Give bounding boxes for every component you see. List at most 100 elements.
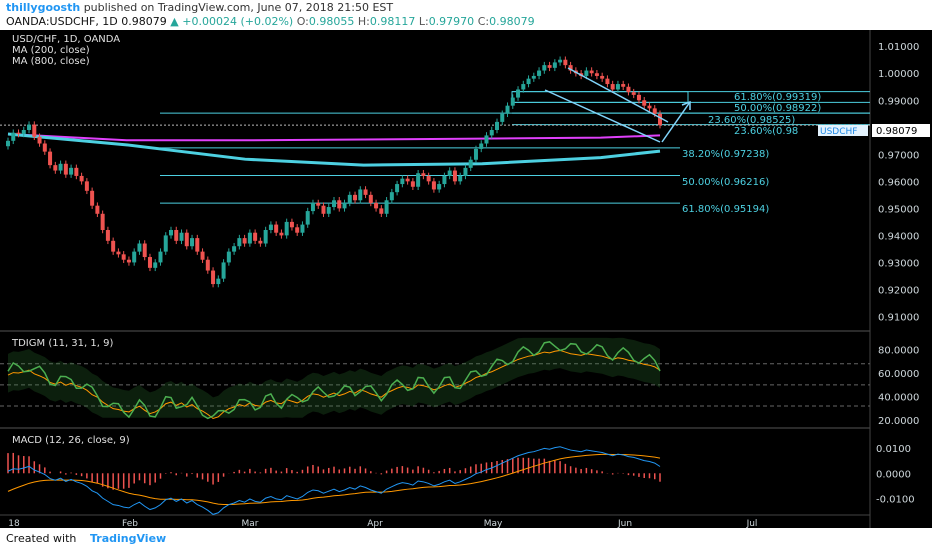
tdigm-tick-label: 40.0000 (878, 393, 919, 404)
tdigm-pane: 80.0000 60.0000 40.0000 20.0000 (0, 337, 919, 427)
candle-body (342, 202, 347, 209)
candle-body (610, 84, 615, 90)
tdigm-tick-label: 60.0000 (878, 369, 919, 380)
main-title: USD/CHF, 1D, OANDA (12, 34, 120, 45)
candle-body (179, 232, 184, 241)
publish-line: thillygoosth published on TradingView.co… (6, 1, 393, 14)
fib-label: 23.60%(0.98 (734, 126, 798, 137)
candle-body (558, 59, 563, 63)
candle-body (531, 75, 536, 79)
symbol-label: OANDA:USDCHF, 1D (6, 15, 118, 28)
candle-body (21, 130, 26, 135)
candle-body (221, 262, 226, 279)
fib-label: 38.20%(0.97238) (682, 149, 769, 160)
candle-body (552, 62, 557, 68)
candle-body (642, 100, 647, 106)
candle-body (458, 175, 463, 182)
macd-title: MACD (12, 26, close, 9) (12, 435, 130, 446)
candle-body (374, 202, 379, 209)
candle-body (516, 89, 521, 98)
macd-signal-line (7, 453, 661, 506)
price-tick-label: 0.96000 (878, 177, 919, 188)
candle-body (48, 151, 53, 166)
candle-body (353, 194, 358, 201)
candle-body (111, 240, 116, 252)
candle-body (53, 165, 58, 171)
macd-tick-label: 0.0000 (876, 469, 911, 480)
candle-body (463, 167, 468, 176)
time-axis: 18 Feb Mar Apr May Jun Jul (8, 519, 757, 528)
last-price: 0.98079 (121, 15, 167, 28)
candle-body (169, 230, 173, 236)
channel-line-upper (567, 67, 669, 123)
candle-body (200, 251, 205, 260)
candle-body (636, 94, 641, 101)
candle-body (242, 238, 247, 244)
author-link[interactable]: thillygoosth (6, 1, 81, 14)
candle-body (431, 181, 436, 190)
candle-body (105, 230, 110, 241)
candle-body (621, 84, 626, 87)
price-tick-label: 0.97000 (878, 150, 919, 161)
tdigm-rsi-line (7, 341, 661, 420)
candle-body (542, 65, 547, 71)
tradingview-logo[interactable]: TradingView (90, 532, 167, 545)
macd-tick-label: 0.0100 (876, 444, 911, 455)
candle-body (368, 194, 373, 203)
candle-body (32, 124, 37, 137)
price-change: ▲ +0.00024 (+0.02%) (170, 15, 294, 28)
tdigm-tick-label: 20.0000 (878, 416, 919, 427)
candle-body (658, 113, 662, 126)
candle-body (116, 251, 121, 255)
candle-body (379, 208, 384, 214)
candle-body (84, 181, 89, 191)
published-text: published on TradingView.com, June 07, 2… (83, 1, 394, 14)
moving-averages (7, 132, 661, 167)
chart-header: thillygoosth published on TradingView.co… (0, 0, 932, 30)
candle-body (16, 132, 21, 135)
candle-body (211, 270, 216, 285)
macd-tick-label: -0.0100 (876, 495, 915, 506)
candle-body (600, 75, 605, 79)
fib-label: 50.00%(0.96216) (682, 177, 769, 188)
candle-body (495, 121, 499, 130)
candle-body (647, 105, 652, 109)
candle-body (521, 84, 526, 90)
fib-label: 61.80%(0.95194) (682, 204, 769, 215)
high-value: 0.98117 (369, 15, 416, 28)
price-badge-bg (872, 124, 930, 137)
price-tick-label: 0.99000 (878, 96, 919, 107)
ma800-line (7, 132, 661, 167)
candle-body (6, 140, 10, 147)
candle-body (316, 202, 321, 206)
candle-body (405, 178, 410, 182)
candle-body (142, 243, 147, 258)
high-label: H: (357, 15, 370, 28)
candle-body (274, 224, 279, 233)
candle-body (442, 175, 447, 185)
fib-label: 61.80%(0.99319) (734, 92, 821, 103)
fib-label: 23.60%(0.98525) (708, 115, 795, 126)
candle-body (321, 205, 326, 214)
candle-body (584, 70, 589, 76)
candle-body (190, 238, 195, 247)
tdigm-title: TDIGM (11, 31, 1, 9) (11, 338, 113, 349)
candle-body (479, 143, 484, 149)
candle-body (468, 159, 473, 168)
candle-body (121, 254, 126, 260)
tdigm-tick-label: 80.0000 (878, 346, 919, 357)
candle-body (247, 232, 252, 244)
candle-body (400, 178, 405, 185)
candle-body (473, 148, 478, 160)
close-label: C: (477, 15, 490, 28)
price-tick-label: 0.94000 (878, 231, 919, 242)
chart-canvas[interactable]: USD/CHF, 1D, OANDA MA (200, close) MA (8… (0, 30, 932, 528)
open-value: 0.98055 (308, 15, 355, 28)
open-label: O: (296, 15, 309, 28)
candle-body (484, 135, 489, 144)
drawings (544, 67, 691, 143)
candle-body (232, 246, 237, 252)
ma200-line (7, 133, 661, 142)
candle-body (184, 232, 189, 247)
candle-body (347, 194, 352, 203)
